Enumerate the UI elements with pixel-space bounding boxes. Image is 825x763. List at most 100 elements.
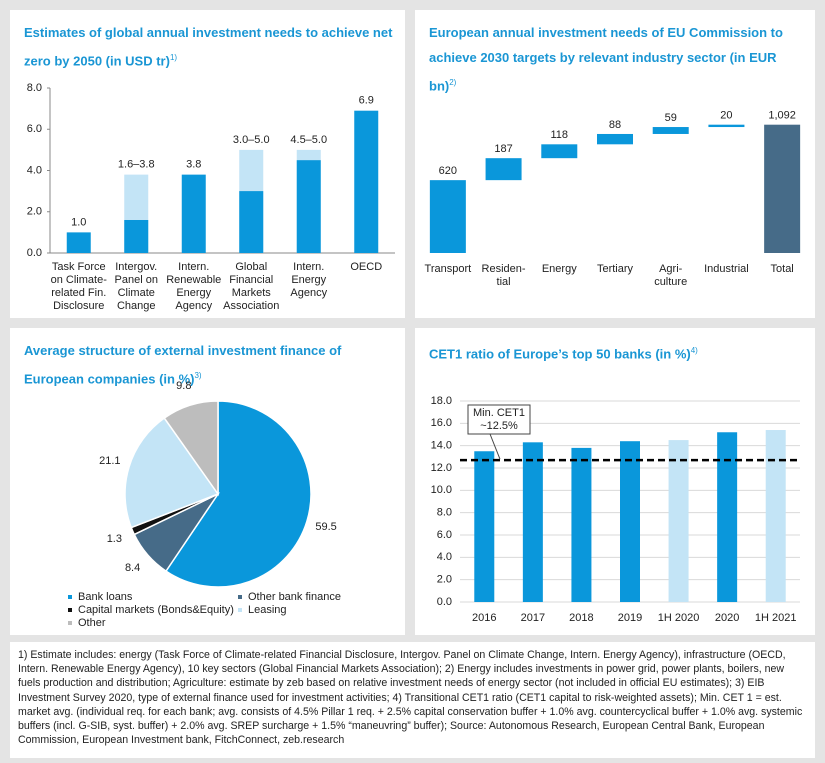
chart-title-box: Estimates of global annual investment ne… [24, 20, 395, 73]
y-tick-label: 4.0 [437, 551, 452, 563]
panel: Estimates of global annual investment ne… [10, 10, 405, 318]
x-tick-label: Energy [542, 263, 577, 275]
x-tick-label: 1H 2020 [658, 612, 700, 624]
bar [597, 133, 633, 145]
x-tick-label: 2016 [472, 612, 496, 624]
chart: 620 187 118 88 59 20 1,092 Transport Residen-tia… [425, 110, 801, 288]
value-label: 1,092 [768, 110, 796, 122]
chart-title-box: Average structure of external investment… [24, 338, 395, 391]
y-tick-label: 0.0 [437, 596, 452, 608]
bar [652, 127, 689, 134]
bar [541, 144, 578, 159]
bar [668, 440, 689, 602]
x-tick-label: Disclosure [53, 300, 104, 312]
panel: CET1 ratio of Europe’s top 50 banks (in … [415, 328, 815, 635]
value-label: 3.8 [186, 159, 201, 171]
legend-swatch [68, 608, 72, 612]
x-tick-label: Task Force [52, 261, 106, 273]
x-tick-label: Intern. [293, 261, 324, 273]
chart-title: Average structure of external investment… [24, 343, 342, 387]
y-tick-label: 2.0 [27, 206, 42, 218]
title-note: 4) [690, 346, 698, 355]
bar [485, 158, 522, 181]
x-tick-label: Transport [425, 263, 472, 275]
value-label: 21.1 [99, 455, 120, 467]
chart-title-box: European annual investment needs of EU C… [429, 20, 805, 98]
x-tick-label: 2019 [618, 612, 642, 624]
bar [571, 447, 592, 602]
legend-label: Bank loans [78, 591, 133, 603]
x-tick-label: Agency [175, 300, 212, 312]
value-label: 118 [551, 129, 569, 141]
x-tick-label: OECD [350, 261, 382, 273]
legend-label: Other [78, 617, 106, 629]
x-tick-label: Markets [232, 287, 272, 299]
x-tick-label: 1H 2021 [755, 612, 797, 624]
value-label: 187 [494, 143, 512, 155]
pie-slice [164, 400, 312, 588]
x-tick-label: Energy [291, 274, 326, 286]
chart-title-box: CET1 ratio of Europe’s top 50 banks (in … [429, 338, 805, 366]
chart-title: CET1 ratio of Europe’s top 50 banks (in … [429, 346, 691, 362]
bar [620, 441, 640, 602]
chart-title: Estimates of global annual investment ne… [24, 25, 393, 69]
value-label: 6.9 [359, 95, 374, 107]
bar [429, 180, 466, 253]
annotation-box [467, 404, 531, 435]
x-tick-label: Agri- [659, 263, 683, 275]
x-tick-label: Panel on [115, 274, 158, 286]
bar [708, 124, 745, 128]
chart: 0.0 2.0 4.0 6.0 8.0 1.0 1.6–3.8 3.8 3.0–5.0 4.5–5… [27, 82, 395, 312]
legend-swatch [238, 608, 242, 612]
value-label: 4.5–5.0 [290, 134, 327, 146]
value-label: 59 [665, 112, 677, 124]
legend-label: Leasing [248, 604, 287, 616]
value-label: 1.6–3.8 [118, 159, 155, 171]
x-tick-label: related Fin. [51, 287, 106, 299]
value-label: 88 [609, 119, 621, 131]
title-note: 2) [449, 78, 457, 87]
y-tick-label: 4.0 [27, 164, 42, 176]
value-label: 9.8 [176, 380, 191, 392]
x-tick-label: Agency [290, 287, 327, 299]
title-note: 1) [169, 53, 178, 62]
value-label: 20 [720, 110, 732, 122]
value-label: 8.4 [125, 562, 140, 574]
value-label: 1.0 [71, 216, 86, 228]
pie-slice [163, 400, 219, 497]
bar [354, 110, 379, 253]
x-tick-label: 2017 [521, 612, 545, 624]
bar [66, 232, 91, 253]
y-tick-label: 14.0 [431, 440, 452, 452]
bar [522, 442, 543, 602]
title-note: 3) [194, 371, 202, 380]
x-tick-label: Financial [229, 274, 273, 286]
y-tick-label: 8.0 [437, 507, 452, 519]
x-tick-label: Residen- [482, 263, 526, 275]
bar [239, 191, 264, 253]
bar [296, 160, 321, 253]
panel: Average structure of external investment… [10, 328, 405, 635]
y-tick-label: 8.0 [27, 82, 42, 94]
value-label: 1.3 [107, 533, 122, 545]
y-tick-label: 12.0 [431, 462, 452, 474]
total-bar [764, 124, 801, 253]
x-tick-label: tial [497, 276, 511, 288]
x-tick-label: Global [235, 261, 267, 273]
y-tick-label: 18.0 [431, 395, 452, 407]
legend-swatch [68, 595, 72, 599]
y-tick-label: 16.0 [431, 417, 452, 429]
y-tick-label: 0.0 [27, 247, 42, 259]
legend-label: Other bank finance [248, 591, 341, 603]
bar [181, 174, 206, 253]
value-label: 59.5 [315, 521, 336, 533]
annotation: ~12.5% [480, 420, 518, 432]
bar [765, 430, 786, 602]
footnote: 1) Estimate includes: energy (Task Force… [10, 642, 815, 758]
annotation: Min. CET1 [473, 407, 525, 419]
x-tick-label: Renewable [166, 274, 221, 286]
x-tick-label: Intern. [178, 261, 209, 273]
value-label: 620 [439, 165, 457, 177]
x-tick-label: Total [771, 263, 794, 275]
